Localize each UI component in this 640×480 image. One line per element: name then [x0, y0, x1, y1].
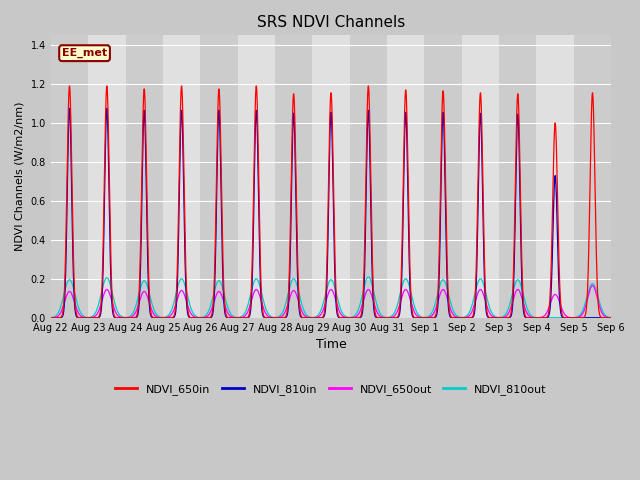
Bar	[275, 36, 312, 318]
Y-axis label: NDVI Channels (W/m2/nm): NDVI Channels (W/m2/nm)	[15, 102, 25, 252]
Bar	[387, 36, 424, 318]
Bar	[424, 36, 461, 318]
Bar	[312, 36, 349, 318]
Text: EE_met: EE_met	[62, 48, 107, 58]
Bar	[499, 36, 536, 318]
Bar	[163, 36, 200, 318]
Bar	[461, 36, 499, 318]
Bar	[237, 36, 275, 318]
Bar	[574, 36, 611, 318]
Title: SRS NDVI Channels: SRS NDVI Channels	[257, 15, 405, 30]
Bar	[536, 36, 574, 318]
Legend: NDVI_650in, NDVI_810in, NDVI_650out, NDVI_810out: NDVI_650in, NDVI_810in, NDVI_650out, NDV…	[111, 380, 551, 399]
Bar	[88, 36, 125, 318]
X-axis label: Time: Time	[316, 338, 346, 351]
Bar	[51, 36, 88, 318]
Bar	[200, 36, 237, 318]
Bar	[125, 36, 163, 318]
Bar	[349, 36, 387, 318]
